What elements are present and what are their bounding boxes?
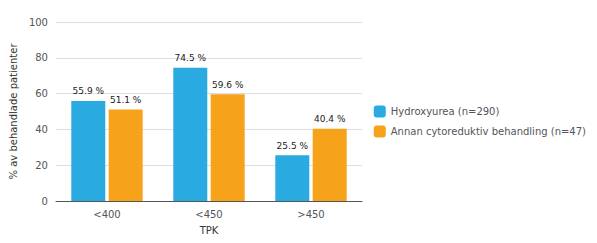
svg-text:100: 100 (29, 17, 48, 28)
svg-text:59.6 %: 59.6 % (212, 80, 244, 90)
svg-text:<400: <400 (93, 209, 120, 220)
svg-text:40: 40 (35, 124, 48, 135)
svg-text:>450: >450 (297, 209, 324, 220)
svg-text:Annan cytoreduktiv behandling: Annan cytoreduktiv behandling (n=47) (391, 126, 586, 137)
svg-text:0: 0 (42, 196, 48, 207)
svg-text:60: 60 (35, 88, 48, 99)
svg-text:51.1 %: 51.1 % (110, 95, 142, 105)
svg-text:TPK: TPK (199, 225, 219, 236)
svg-text:<450: <450 (195, 209, 222, 220)
svg-text:Hydroxyurea (n=290): Hydroxyurea (n=290) (391, 106, 500, 117)
svg-text:40.4 %: 40.4 % (314, 114, 346, 124)
svg-text:74.5 %: 74.5 % (175, 53, 207, 63)
svg-text:% av behandlade patienter: % av behandlade patienter (8, 43, 19, 180)
svg-text:80: 80 (35, 52, 48, 63)
svg-text:25.5 %: 25.5 % (277, 141, 309, 151)
svg-text:20: 20 (35, 160, 48, 171)
svg-text:55.9 %: 55.9 % (73, 86, 105, 96)
